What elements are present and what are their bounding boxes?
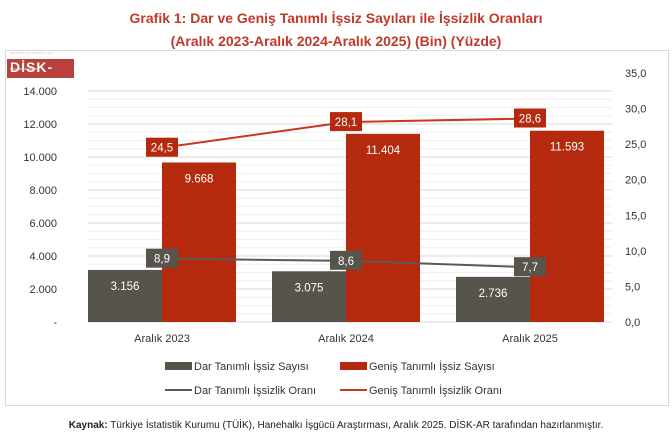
line-label-box	[330, 250, 362, 270]
right-tick-label: 20,0	[625, 175, 646, 187]
left-tick-label: -	[53, 317, 57, 329]
line-label-box	[330, 112, 362, 132]
line-label-box	[514, 108, 546, 128]
right-tick-label: 5,0	[625, 281, 640, 293]
line-data-label: 28,6	[519, 114, 541, 126]
right-tick-label: 25,0	[625, 139, 646, 151]
legend-label: Dar Tanımlı İşsizlik Oranı	[194, 384, 316, 397]
line-data-label: 28,1	[335, 117, 357, 129]
right-tick-label: 0,0	[625, 317, 640, 329]
left-tick-label: 6.000	[29, 218, 57, 230]
line-label-box	[146, 137, 178, 157]
line-data-label: 7,7	[522, 262, 538, 274]
chart-subtitle: (Aralık 2023-Aralık 2024-Aralık 2025) (B…	[170, 33, 502, 49]
right-tick-label: 30,0	[625, 104, 646, 116]
source-label: Kaynak:	[68, 420, 108, 431]
line-data-label: 8,6	[338, 256, 354, 268]
chart-frame	[5, 50, 669, 406]
left-tick-label: 12.000	[23, 119, 57, 131]
legend-label: Geniş Tanımlı İşsiz Sayısı	[369, 360, 495, 373]
bar-data-label: 11.593	[550, 142, 584, 154]
bar-data-label: 11.404	[366, 145, 401, 157]
bar-data-label: 3.156	[111, 281, 140, 293]
bar-genis	[530, 130, 604, 322]
left-tick-label: 4.000	[29, 251, 57, 263]
left-tick-label: 10.000	[23, 152, 57, 164]
right-tick-label: 35,0	[625, 68, 646, 80]
bar-dar	[88, 269, 162, 322]
legend-swatch	[165, 362, 192, 370]
bar-dar	[456, 276, 530, 322]
legend-swatch	[340, 362, 367, 370]
left-tick-label: 2.000	[29, 284, 57, 296]
legend-label: Dar Tanımlı İşsiz Sayısı	[194, 360, 309, 373]
chart-title: Grafik 1: Dar ve Geniş Tanımlı İşsiz Say…	[129, 10, 543, 26]
bar-genis	[346, 133, 420, 322]
legend-label: Geniş Tanımlı İşsizlik Oranı	[369, 384, 502, 397]
line-data-label: 24,5	[151, 143, 173, 155]
source-note: Kaynak: Türkiye İstatistik Kurumu (TÜİK)…	[0, 420, 672, 431]
line-label-box	[146, 248, 178, 268]
bar-data-label: 9.668	[185, 173, 214, 185]
bar-data-label: 2.736	[479, 288, 508, 300]
right-tick-label: 10,0	[625, 246, 646, 258]
source-text: Türkiye İstatistik Kurumu (TÜİK), Haneha…	[107, 420, 604, 431]
line-data-label: 8,9	[154, 254, 170, 266]
bar-genis	[162, 162, 236, 322]
bar-dar	[272, 271, 346, 322]
category-label: Aralık 2025	[502, 333, 558, 345]
line-label-box	[514, 257, 546, 277]
diskar-logo: DİSK-AR DEVRİMCİ İŞÇİ SENDİKALARI KONFEDE…	[7, 51, 74, 91]
bar-data-label: 3.075	[295, 282, 324, 294]
left-tick-label: 14.000	[23, 86, 57, 98]
left-tick-label: 8.000	[29, 185, 57, 197]
category-label: Aralık 2024	[318, 333, 374, 345]
right-tick-label: 15,0	[625, 210, 646, 222]
category-label: Aralık 2023	[134, 333, 190, 345]
